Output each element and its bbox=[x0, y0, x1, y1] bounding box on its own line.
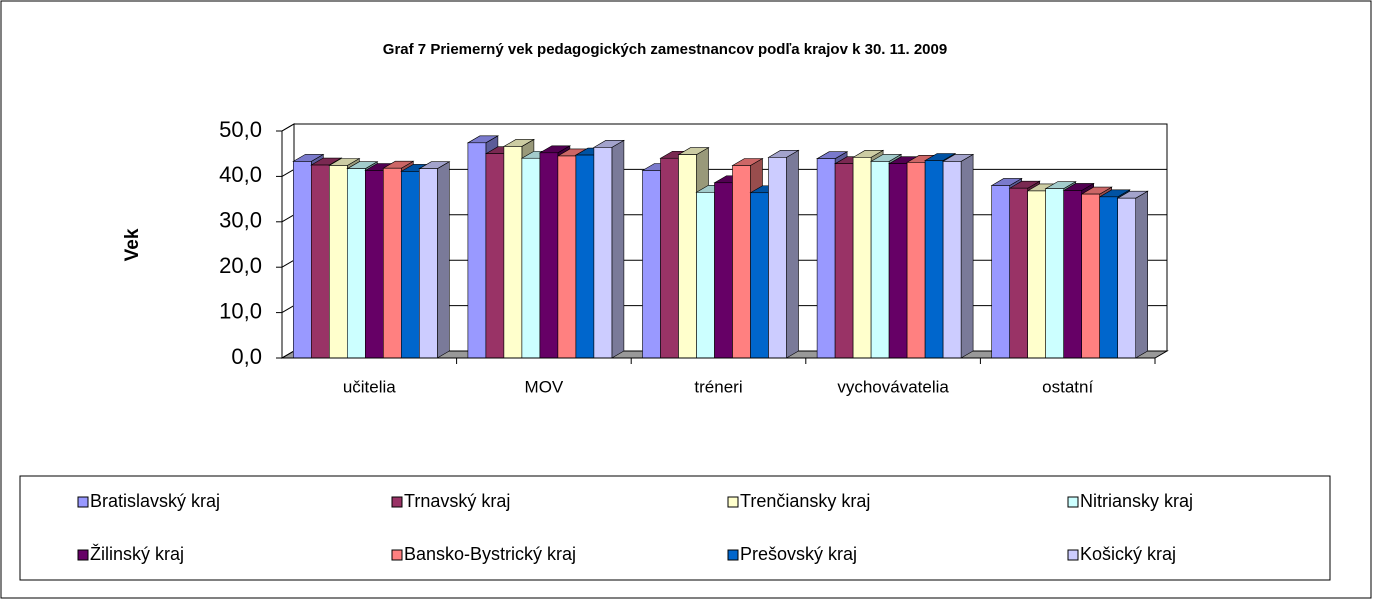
bar bbox=[834, 163, 854, 359]
bar bbox=[906, 162, 926, 359]
bar bbox=[539, 152, 559, 359]
bar bbox=[852, 157, 872, 359]
legend-swatch bbox=[727, 549, 739, 561]
bar bbox=[292, 161, 312, 359]
legend-box bbox=[19, 475, 1331, 581]
bar bbox=[1099, 196, 1118, 359]
legend-swatch bbox=[77, 496, 89, 508]
legend-label: Bratislavský kraj bbox=[90, 491, 220, 511]
bar bbox=[991, 185, 1011, 359]
legend-label: Žilinský kraj bbox=[90, 544, 184, 564]
legend-label: Trenčiansky kraj bbox=[740, 491, 870, 511]
side-wall bbox=[281, 123, 295, 359]
bar bbox=[1009, 187, 1029, 359]
bar bbox=[1027, 190, 1046, 359]
bar bbox=[750, 192, 769, 359]
bar bbox=[642, 170, 661, 359]
bar bbox=[942, 161, 962, 359]
bar bbox=[328, 165, 348, 359]
y-tick-label: 0,0 bbox=[231, 344, 262, 369]
bar bbox=[382, 167, 402, 359]
bar bbox=[678, 154, 697, 359]
legend-label: Košický kraj bbox=[1080, 544, 1176, 564]
bar-side bbox=[611, 139, 625, 359]
grid-line bbox=[281, 168, 295, 177]
bar bbox=[346, 168, 366, 359]
bar bbox=[732, 165, 751, 359]
bar-side bbox=[436, 161, 450, 359]
grid-line bbox=[281, 123, 295, 132]
bar bbox=[660, 157, 679, 359]
bar bbox=[1081, 193, 1100, 359]
bar bbox=[1045, 188, 1064, 359]
legend-swatch bbox=[77, 549, 89, 561]
bar bbox=[870, 161, 890, 359]
bar bbox=[696, 191, 715, 359]
x-tick-label: vychovávatelia bbox=[837, 377, 949, 396]
bar bbox=[400, 171, 420, 359]
legend-label: Nitriansky kraj bbox=[1080, 491, 1193, 511]
x-tick-label: MOV bbox=[525, 377, 564, 396]
legend-swatch bbox=[391, 549, 403, 561]
chart-title: Graf 7 Priemerný vek pedagogických zames… bbox=[383, 41, 947, 58]
bar bbox=[503, 146, 523, 359]
bar bbox=[310, 164, 330, 359]
bar bbox=[1117, 197, 1136, 359]
bar bbox=[521, 157, 541, 359]
grid-line bbox=[281, 259, 295, 268]
x-tick-label: ostatní bbox=[1042, 377, 1093, 396]
legend-label: Trnavský kraj bbox=[404, 491, 510, 511]
legend-swatch bbox=[1067, 496, 1079, 508]
bar-side bbox=[786, 149, 799, 359]
grid-line bbox=[281, 214, 295, 223]
legend-swatch bbox=[727, 496, 739, 508]
x-tick-label: učitelia bbox=[343, 377, 396, 396]
legend-label: Prešovský kraj bbox=[740, 544, 857, 564]
grid-line bbox=[281, 350, 295, 359]
y-tick-label: 10,0 bbox=[219, 298, 262, 323]
legend-swatch bbox=[1067, 549, 1079, 561]
bar bbox=[714, 182, 733, 359]
bar bbox=[418, 168, 438, 359]
y-tick-label: 50,0 bbox=[219, 117, 262, 142]
grid-line bbox=[281, 305, 295, 314]
bar bbox=[593, 147, 613, 359]
bar bbox=[816, 158, 836, 359]
y-tick-label: 30,0 bbox=[219, 208, 262, 233]
y-tick-label: 40,0 bbox=[219, 162, 262, 187]
bar-side bbox=[960, 153, 974, 359]
bar-side bbox=[1135, 190, 1148, 359]
legend-swatch bbox=[391, 496, 403, 508]
y-axis-label: Vek bbox=[122, 228, 143, 261]
bar bbox=[888, 163, 908, 359]
bar bbox=[557, 155, 577, 359]
bar bbox=[467, 142, 487, 359]
x-tick-label: tréneri bbox=[694, 377, 742, 396]
bar bbox=[485, 153, 505, 359]
y-tick-label: 20,0 bbox=[219, 253, 262, 278]
bar bbox=[1063, 190, 1082, 359]
bar bbox=[364, 170, 384, 359]
legend-label: Bansko-Bystrický kraj bbox=[404, 544, 576, 564]
bar bbox=[768, 157, 787, 359]
bar bbox=[575, 154, 595, 359]
bar bbox=[924, 160, 944, 359]
